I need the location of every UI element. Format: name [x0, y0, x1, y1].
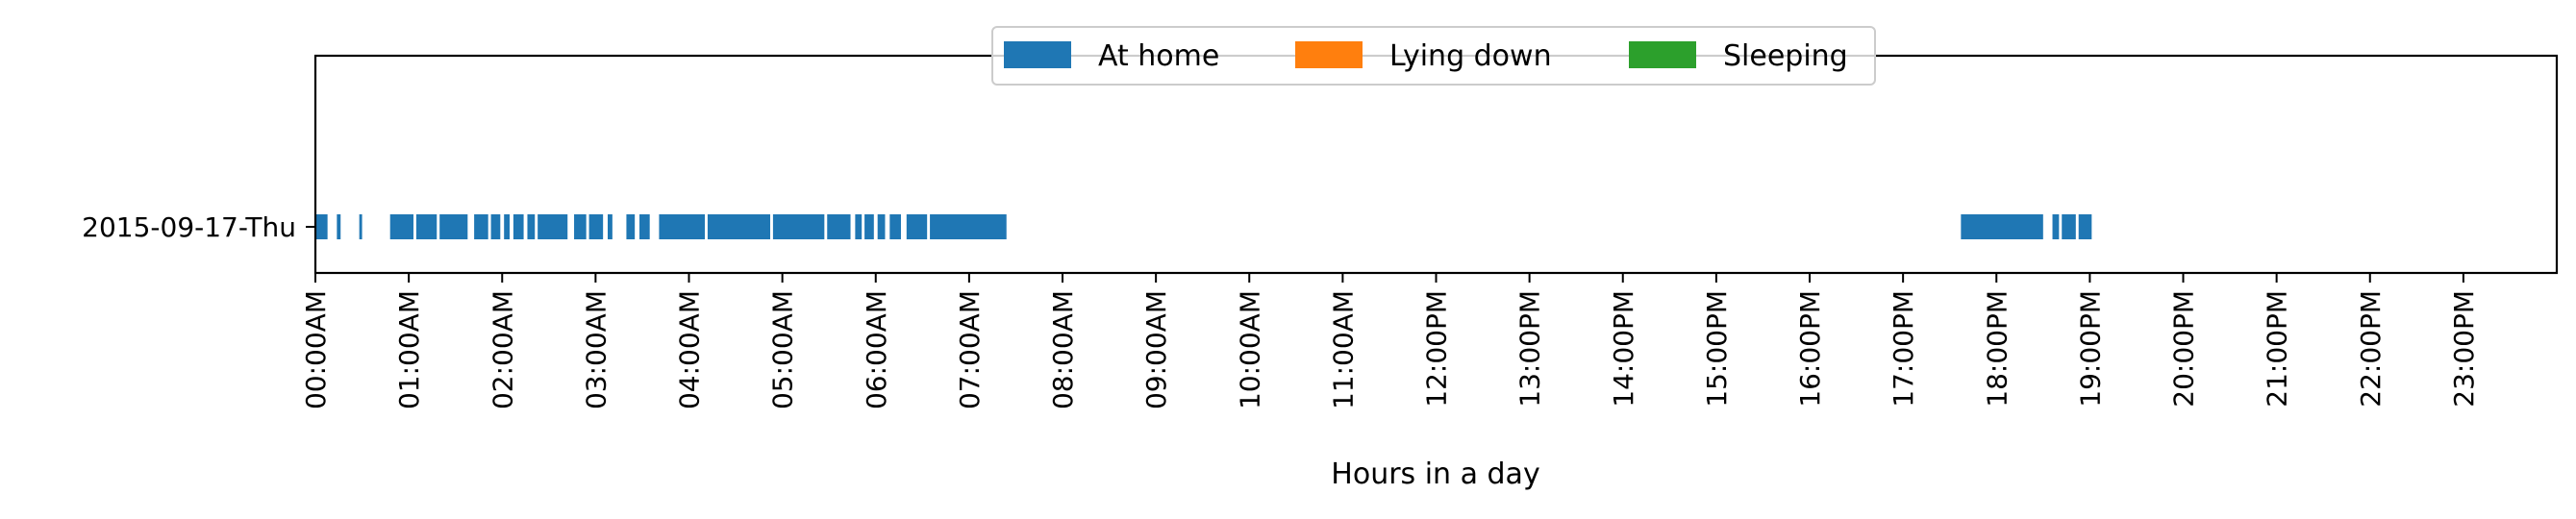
x-tick-label: 06:00AM: [861, 290, 892, 409]
x-tick-label: 16:00PM: [1794, 290, 1826, 408]
bar-at-home-25: [906, 214, 928, 239]
bar-at-home-20: [827, 214, 851, 239]
bar-at-home-19: [772, 214, 825, 239]
bar-at-home-30: [2078, 214, 2092, 239]
x-tick-label: 04:00AM: [674, 290, 706, 409]
bar-at-home-1: [337, 214, 341, 239]
y-tick-label: 2015-09-17-Thu: [82, 211, 296, 243]
bar-at-home-4: [415, 214, 438, 239]
bars-layer: [315, 214, 2092, 239]
bar-at-home-21: [855, 214, 863, 239]
x-axis-title: Hours in a day: [1331, 457, 1539, 491]
x-tick-label: 17:00PM: [1888, 290, 1919, 408]
bar-at-home-8: [504, 214, 511, 239]
legend-swatch-lying-down: [1295, 41, 1363, 68]
bar-at-home-2: [359, 214, 363, 239]
x-tick-label: 18:00PM: [1981, 290, 2013, 408]
x-tick-label: 22:00PM: [2355, 290, 2387, 408]
legend-label-sleeping: Sleeping: [1723, 39, 1848, 73]
x-tick-label: 13:00PM: [1514, 290, 1546, 408]
x-axis: 00:00AM 01:00AM 02:00AM 03:00AM 04:00AM 05:00…: [300, 273, 2480, 409]
bar-at-home-24: [889, 214, 901, 239]
bar-at-home-10: [527, 214, 536, 239]
x-tick-label: 05:00AM: [767, 290, 799, 409]
bar-at-home-0: [315, 214, 328, 239]
legend-label-lying-down: Lying down: [1389, 39, 1552, 73]
x-tick-label: 01:00AM: [393, 290, 425, 409]
bar-at-home-29: [2062, 214, 2076, 239]
x-tick-label: 03:00AM: [580, 290, 612, 409]
x-tick-label: 21:00PM: [2262, 290, 2293, 408]
bar-at-home-15: [626, 214, 636, 239]
bar-at-home-13: [588, 214, 604, 239]
x-tick-label: 11:00AM: [1327, 290, 1359, 409]
bar-at-home-9: [513, 214, 524, 239]
bar-at-home-11: [538, 214, 568, 239]
legend: At home Lying down Sleeping: [991, 26, 1876, 86]
x-tick-label: 20:00PM: [2168, 290, 2200, 408]
x-tick-label: 10:00AM: [1234, 290, 1265, 409]
y-axis: 2015-09-17-Thu: [82, 211, 315, 243]
x-tick-label: 09:00AM: [1140, 290, 1172, 409]
bar-at-home-18: [707, 214, 770, 239]
x-tick-label: 00:00AM: [300, 290, 332, 409]
x-tick-label: 15:00PM: [1701, 290, 1733, 408]
bar-at-home-23: [877, 214, 886, 239]
x-tick-label: 07:00AM: [954, 290, 986, 409]
bar-at-home-6: [474, 214, 488, 239]
bar-at-home-16: [639, 214, 650, 239]
legend-swatch-sleeping: [1629, 41, 1696, 68]
x-tick-label: 02:00AM: [487, 290, 518, 409]
bar-at-home-27: [1961, 214, 2043, 239]
bar-at-home-28: [2052, 214, 2060, 239]
bar-at-home-14: [608, 214, 613, 239]
x-tick-label: 14:00PM: [1608, 290, 1639, 408]
bar-at-home-26: [930, 214, 1007, 239]
legend-label-at-home: At home: [1098, 39, 1219, 73]
legend-swatch-at-home: [1004, 41, 1071, 68]
bar-at-home-17: [659, 214, 706, 239]
x-tick-label: 08:00AM: [1047, 290, 1079, 409]
x-tick-label: 12:00PM: [1421, 290, 1453, 408]
bar-at-home-5: [439, 214, 468, 239]
bar-at-home-7: [490, 214, 501, 239]
x-tick-label: 23:00PM: [2448, 290, 2480, 408]
bar-at-home-22: [864, 214, 874, 239]
bar-at-home-3: [389, 214, 413, 239]
x-tick-label: 19:00PM: [2074, 290, 2106, 408]
bar-at-home-12: [574, 214, 587, 239]
